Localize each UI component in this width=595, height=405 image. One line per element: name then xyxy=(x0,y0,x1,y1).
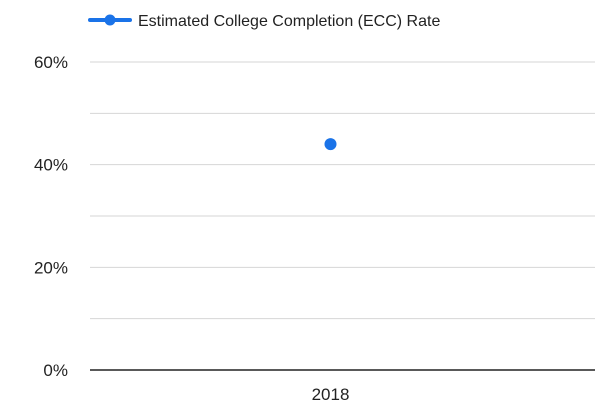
gridlines xyxy=(90,61,595,371)
legend: Estimated College Completion (ECC) Rate xyxy=(88,13,440,30)
y-tick-label-2: 40% xyxy=(34,156,68,175)
x-tick-label-0: 2018 xyxy=(312,385,350,404)
y-axis-tick-labels: 0% 20% 40% 60% xyxy=(34,53,68,380)
y-tick-label-3: 60% xyxy=(34,53,68,72)
data-points xyxy=(324,138,337,151)
y-tick-label-1: 20% xyxy=(34,258,68,277)
x-axis-tick-labels: 2018 xyxy=(312,385,350,404)
y-tick-label-0: 0% xyxy=(43,361,68,380)
legend-label: Estimated College Completion (ECC) Rate xyxy=(138,13,440,30)
legend-dot-marker xyxy=(104,14,116,26)
data-point-0-0[interactable] xyxy=(324,138,337,151)
